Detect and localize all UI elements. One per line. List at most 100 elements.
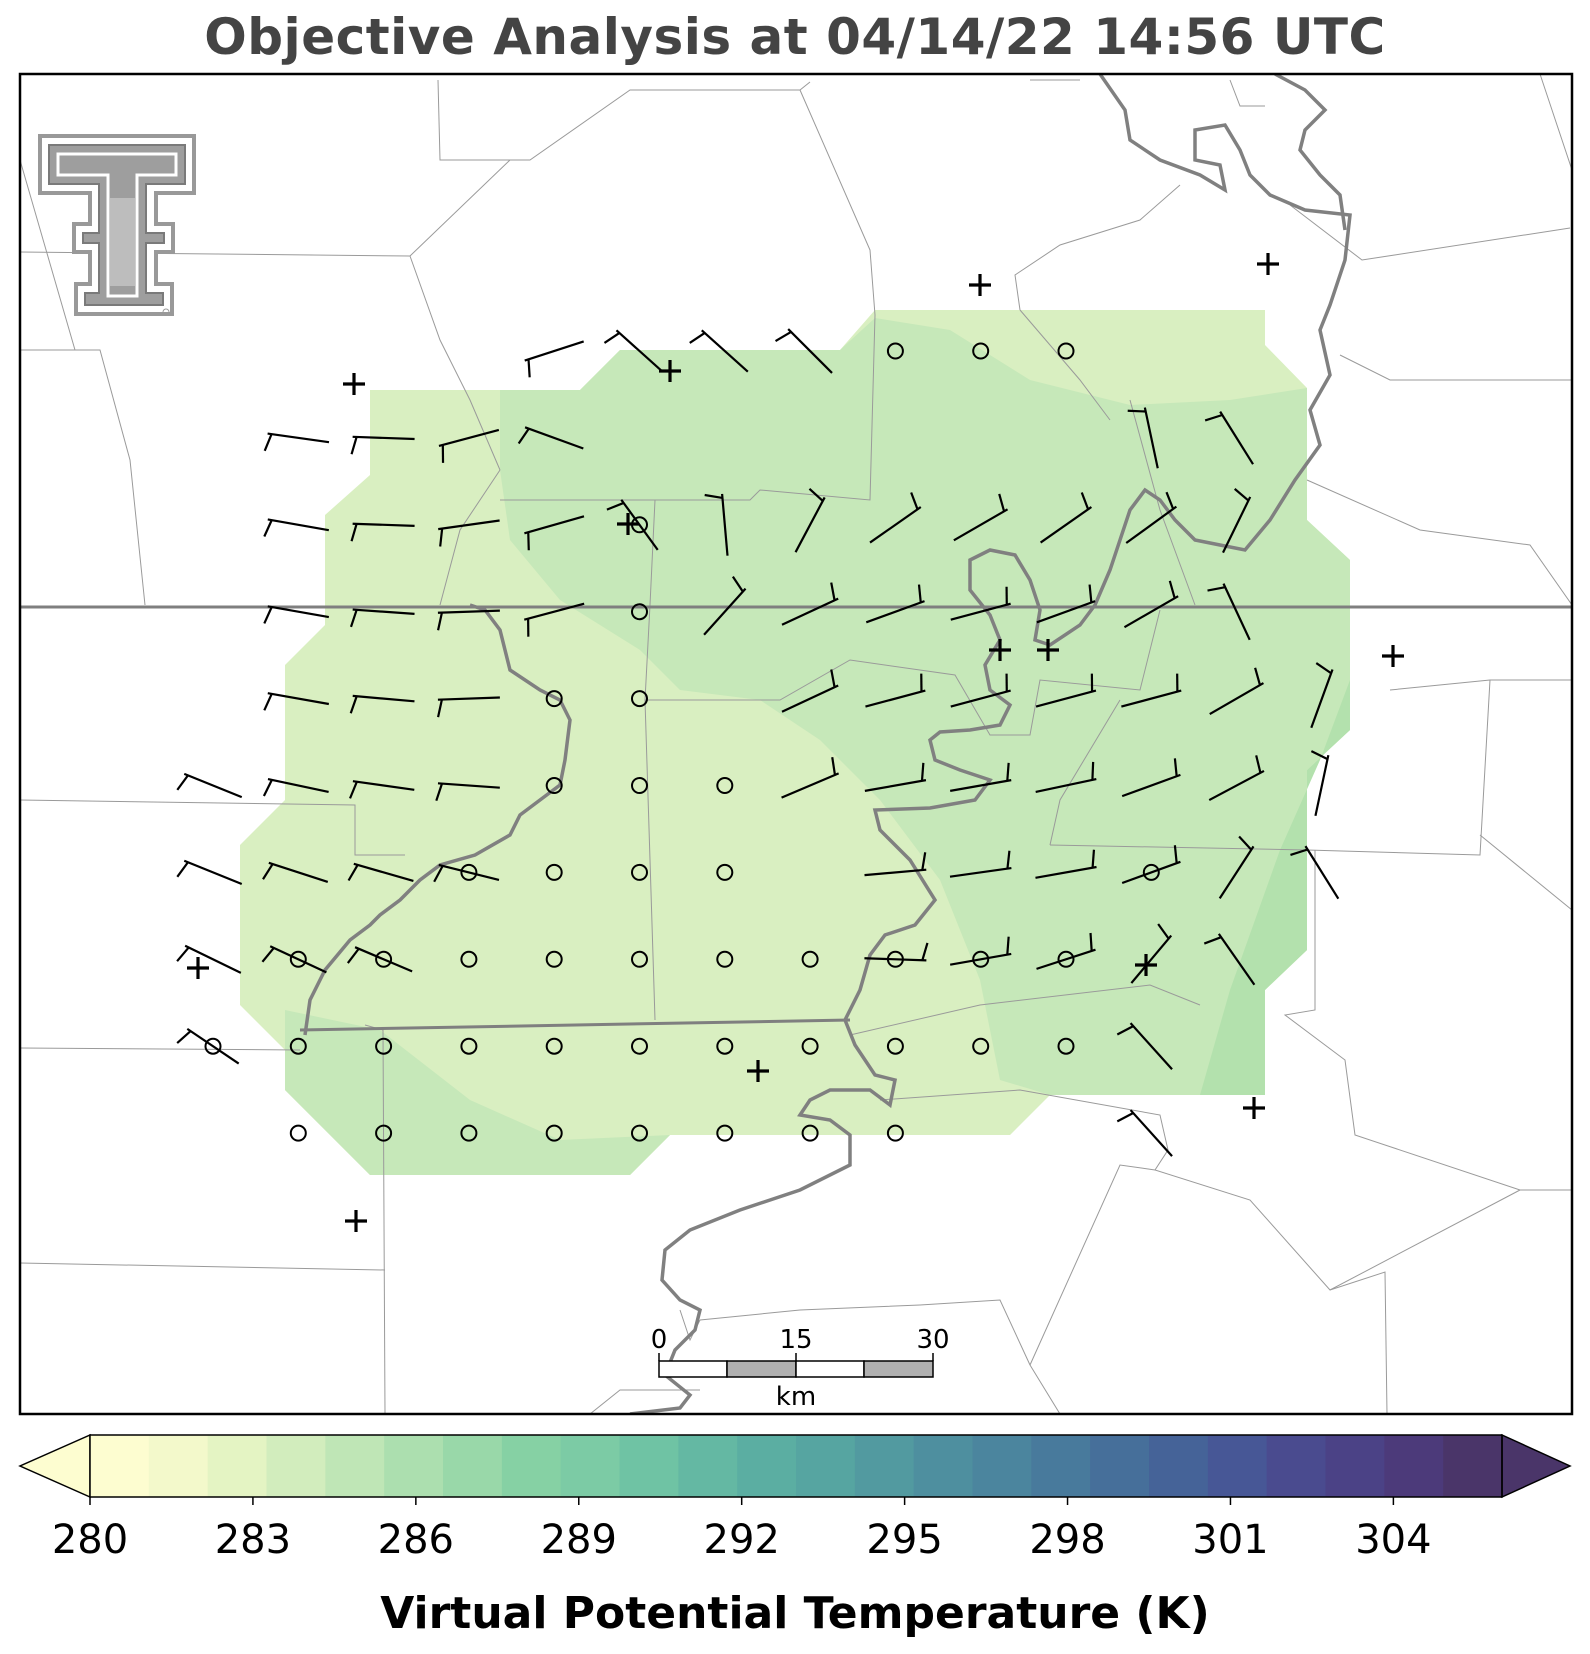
calm-marker bbox=[631, 777, 648, 794]
wind-barb bbox=[1204, 411, 1254, 465]
colorbar-frame bbox=[89, 1434, 1503, 1498]
calm-marker bbox=[545, 950, 563, 968]
wind-barb bbox=[781, 669, 839, 713]
colorbar-ticks: 280 283 286 289 292 295 298 301 304 bbox=[52, 1497, 1432, 1563]
wind-barb bbox=[603, 329, 664, 373]
calm-marker bbox=[716, 863, 734, 881]
wind-barb bbox=[689, 329, 749, 373]
calm-marker bbox=[289, 950, 307, 968]
wind-barb bbox=[1035, 761, 1097, 794]
scale-unit: km bbox=[776, 1382, 816, 1412]
scale-tick-0: 0 bbox=[651, 1325, 668, 1355]
colorbar-bin bbox=[501, 1435, 562, 1497]
calm-marker bbox=[631, 950, 648, 968]
wind-barb bbox=[435, 782, 500, 802]
wind-barb bbox=[1125, 491, 1178, 544]
colorbar-bin bbox=[854, 1435, 915, 1497]
colorbar-tick-label: 304 bbox=[1355, 1517, 1431, 1563]
calm-marker bbox=[1057, 342, 1075, 360]
wind-barb bbox=[350, 435, 415, 455]
colorbar-bin bbox=[1266, 1435, 1327, 1497]
wind-barb bbox=[350, 522, 415, 542]
station-marker bbox=[1257, 253, 1279, 275]
colorbar-bin bbox=[972, 1435, 1032, 1497]
wind-barb bbox=[263, 605, 330, 624]
wind-barb bbox=[263, 518, 330, 537]
colorbar: 280 283 286 289 292 295 298 301 304 bbox=[18, 1433, 1572, 1563]
calm-marker bbox=[631, 863, 648, 881]
calm-marker bbox=[289, 1037, 307, 1055]
wind-barb bbox=[1209, 667, 1264, 716]
wind-barb bbox=[346, 946, 413, 973]
colorbar-bin bbox=[796, 1435, 856, 1497]
wind-barb bbox=[176, 772, 243, 799]
wind-barb bbox=[1121, 845, 1181, 885]
calm-marker bbox=[886, 1124, 904, 1142]
calm-marker bbox=[545, 690, 563, 708]
calm-marker bbox=[886, 1037, 904, 1055]
calm-marker bbox=[545, 1124, 563, 1142]
station-marker bbox=[659, 360, 681, 382]
wind-barb bbox=[1036, 932, 1096, 970]
wind-barb bbox=[950, 673, 1011, 708]
station-markers bbox=[187, 253, 1404, 1232]
wind-barb bbox=[263, 692, 330, 711]
wind-barb bbox=[1310, 662, 1334, 729]
wind-barb bbox=[436, 609, 500, 631]
colorbar-bin bbox=[619, 1435, 679, 1497]
colorbar-bin bbox=[1384, 1435, 1444, 1497]
wind-barb bbox=[794, 488, 826, 553]
calm-marker bbox=[545, 1037, 563, 1055]
colorbar-bin bbox=[207, 1435, 268, 1497]
wind-barbs bbox=[176, 328, 1340, 1157]
calm-marker bbox=[716, 1124, 734, 1142]
station-marker bbox=[617, 513, 639, 535]
colorbar-tick-label: 298 bbox=[1029, 1517, 1105, 1563]
wind-barb bbox=[864, 852, 927, 877]
calm-marker bbox=[716, 777, 734, 794]
station-marker bbox=[747, 1060, 769, 1082]
wind-barb bbox=[950, 586, 1011, 621]
calm-marker bbox=[716, 1037, 734, 1055]
wind-barb bbox=[864, 762, 927, 792]
wind-barb bbox=[953, 493, 1009, 542]
field-region-east bbox=[1200, 680, 1350, 1095]
calm-marker bbox=[972, 342, 990, 360]
calm-marker bbox=[801, 1124, 819, 1142]
colorbar-bin bbox=[560, 1435, 621, 1497]
colorbar-bin bbox=[1031, 1435, 1091, 1497]
colorbar-tick-label: 283 bbox=[215, 1517, 291, 1563]
wind-barb bbox=[176, 859, 243, 886]
wind-barb bbox=[1035, 849, 1097, 879]
scale-tick-30: 30 bbox=[916, 1325, 949, 1355]
wind-barb bbox=[261, 945, 327, 974]
field-region-mid bbox=[500, 318, 1350, 1095]
calm-marker bbox=[631, 690, 648, 708]
wind-barb bbox=[347, 862, 414, 883]
calm-marker bbox=[716, 950, 734, 968]
colorbar-bin bbox=[384, 1435, 444, 1497]
colorbar-tick-label: 280 bbox=[52, 1517, 128, 1563]
page-title: Objective Analysis at 04/14/22 14:56 UTC bbox=[204, 8, 1386, 66]
wind-barb bbox=[704, 493, 729, 556]
colorbar-bin bbox=[678, 1435, 738, 1497]
colorbar-bin bbox=[1149, 1435, 1209, 1497]
station-marker bbox=[1382, 645, 1404, 667]
wind-barb bbox=[349, 694, 415, 714]
calm-marker bbox=[631, 1124, 648, 1142]
map-panel[interactable]: 0 15 30 km bbox=[0, 0, 1590, 1420]
colorbar-bins bbox=[18, 1433, 1572, 1499]
wind-barb bbox=[1218, 835, 1255, 899]
wind-barb bbox=[1123, 580, 1179, 629]
wind-barb bbox=[869, 492, 922, 544]
calm-marker bbox=[545, 777, 563, 794]
calm-marker bbox=[460, 950, 478, 968]
wind-barb bbox=[1290, 845, 1340, 900]
colorbar-tick-label: 292 bbox=[704, 1517, 780, 1563]
wind-barb bbox=[1121, 673, 1182, 708]
scale-tick-15: 15 bbox=[779, 1325, 812, 1355]
calm-marker bbox=[545, 863, 563, 881]
colorbar-bin bbox=[90, 1435, 150, 1497]
map-frame bbox=[18, 72, 1574, 1416]
wind-barb bbox=[865, 673, 926, 708]
